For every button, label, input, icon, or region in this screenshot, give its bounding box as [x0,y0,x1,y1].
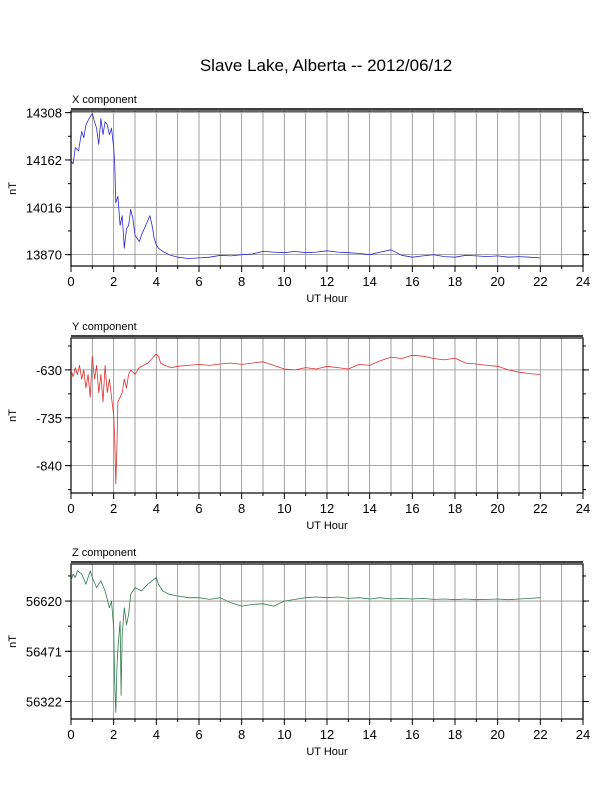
x-tick-label: 2 [110,501,117,516]
x-tick-label: 4 [153,727,160,742]
x-tick-label: 6 [195,274,202,289]
panel-title: X component [72,94,137,106]
chart-title: Slave Lake, Alberta -- 2012/06/12 [199,56,453,75]
x-tick-label: 24 [576,501,590,516]
x-tick-label: 6 [195,727,202,742]
x-tick-label: 16 [405,501,419,516]
x-tick-label: 12 [320,501,334,516]
y-tick-label: 13870 [26,248,62,263]
y-axis-label: nT [7,409,19,422]
x-tick-label: 16 [405,727,419,742]
x-tick-label: 2 [110,727,117,742]
x-tick-label: 12 [320,727,334,742]
y-tick-label: 14016 [26,200,62,215]
x-tick-label: 16 [405,274,419,289]
x-tick-label: 10 [277,501,291,516]
x-tick-label: 24 [576,274,590,289]
x-tick-label: 14 [362,727,376,742]
panel-title: Z component [72,547,136,559]
x-tick-label: 14 [362,274,376,289]
y-tick-label: 56322 [26,694,62,709]
x-tick-label: 0 [67,727,74,742]
series-line [70,353,541,485]
plot-frame [70,563,584,720]
x-tick-label: 4 [153,501,160,516]
y-tick-label: 14162 [26,153,62,168]
x-tick-label: 2 [110,274,117,289]
x-tick-label: 22 [533,727,547,742]
y-axis-label: nT [7,635,19,648]
x-tick-label: 10 [277,727,291,742]
y-tick-label: -840 [36,459,62,474]
x-tick-label: 20 [490,727,504,742]
y-tick-label: -735 [36,411,62,426]
x-axis-label: UT Hour [306,746,348,758]
x-tick-label: 14 [362,501,376,516]
plot-frame [70,337,584,494]
x-tick-label: 18 [448,274,462,289]
x-tick-label: 20 [490,501,504,516]
x-tick-label: 6 [195,501,202,516]
y-tick-label: 56620 [26,594,62,609]
x-axis-label: UT Hour [306,520,348,532]
x-tick-label: 4 [153,274,160,289]
panel-x: 0 2 4 6 8 10 12 14 16 18 20 22 241387014016141621430… [7,94,590,305]
series-line [70,570,541,713]
y-tick-label: 56471 [26,644,62,659]
x-tick-label: 12 [320,274,334,289]
x-tick-label: 22 [533,501,547,516]
x-tick-label: 24 [576,727,590,742]
x-tick-label: 10 [277,274,291,289]
x-tick-label: 0 [67,274,74,289]
x-tick-label: 8 [238,274,245,289]
panel-title: Y component [72,321,137,333]
y-tick-label: 14308 [26,106,62,121]
x-axis-label: UT Hour [306,293,348,305]
x-tick-label: 20 [490,274,504,289]
x-tick-label: 8 [238,501,245,516]
plot-frame [70,110,584,267]
y-tick-label: -630 [36,363,62,378]
series-line [70,113,541,259]
y-axis-label: nT [7,182,19,195]
x-tick-label: 0 [67,501,74,516]
x-tick-label: 8 [238,727,245,742]
x-tick-label: 22 [533,274,547,289]
x-tick-label: 18 [448,727,462,742]
x-tick-label: 18 [448,501,462,516]
